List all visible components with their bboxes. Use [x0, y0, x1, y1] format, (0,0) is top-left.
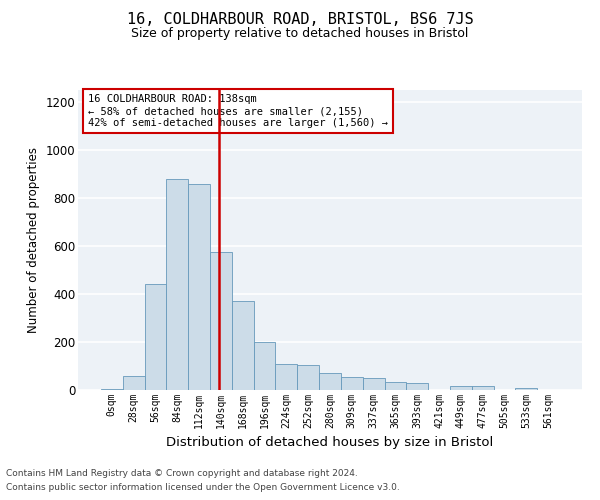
Bar — [275, 364, 297, 390]
Bar — [472, 386, 494, 390]
Bar — [254, 342, 275, 390]
Bar — [341, 377, 363, 390]
Bar — [406, 383, 428, 390]
Text: 16 COLDHARBOUR ROAD: 138sqm
← 58% of detached houses are smaller (2,155)
42% of : 16 COLDHARBOUR ROAD: 138sqm ← 58% of det… — [88, 94, 388, 128]
Bar — [101, 389, 123, 390]
X-axis label: Distribution of detached houses by size in Bristol: Distribution of detached houses by size … — [166, 436, 494, 450]
Bar — [166, 179, 188, 390]
Text: Size of property relative to detached houses in Bristol: Size of property relative to detached ho… — [131, 28, 469, 40]
Text: Contains HM Land Registry data © Crown copyright and database right 2024.: Contains HM Land Registry data © Crown c… — [6, 468, 358, 477]
Bar — [515, 388, 537, 390]
Bar — [385, 382, 406, 390]
Bar — [363, 378, 385, 390]
Bar — [123, 376, 145, 390]
Bar — [210, 252, 232, 390]
Bar — [188, 184, 210, 390]
Bar — [450, 386, 472, 390]
Text: 16, COLDHARBOUR ROAD, BRISTOL, BS6 7JS: 16, COLDHARBOUR ROAD, BRISTOL, BS6 7JS — [127, 12, 473, 28]
Bar — [319, 373, 341, 390]
Bar — [145, 284, 166, 390]
Text: Contains public sector information licensed under the Open Government Licence v3: Contains public sector information licen… — [6, 484, 400, 492]
Bar — [297, 365, 319, 390]
Bar — [232, 301, 254, 390]
Y-axis label: Number of detached properties: Number of detached properties — [27, 147, 40, 333]
